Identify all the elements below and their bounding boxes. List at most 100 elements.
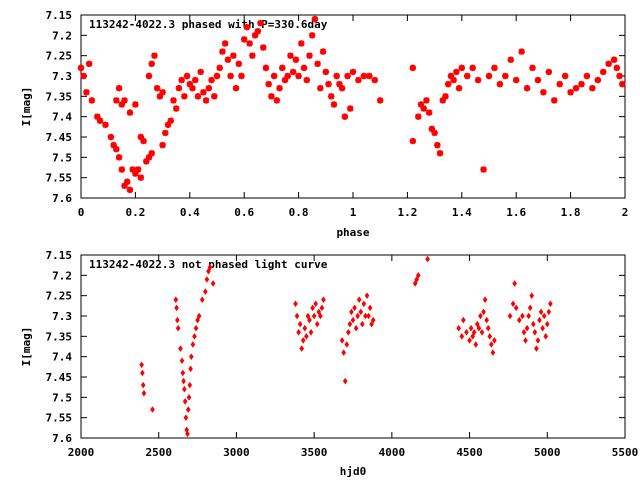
data-point [241,36,248,43]
data-point [534,345,539,352]
data-point [356,296,362,304]
data-point [545,68,553,76]
data-point [143,158,150,165]
data-point [188,365,193,373]
data-point [414,276,420,283]
data-point [162,129,169,137]
data-point [512,280,517,287]
data-point [540,324,545,332]
y-tick-label: 7.2 [52,269,72,282]
data-point [204,276,210,283]
data-point [489,341,494,348]
data-point [447,72,455,80]
data-point [578,80,585,88]
data-point [265,80,272,88]
data-point [199,296,205,304]
data-point [485,324,491,332]
data-point [194,93,202,100]
x-tick-label: 2 [622,206,629,219]
data-point [507,56,514,63]
data-point [270,72,278,80]
data-point [115,154,123,161]
x-tick-label: 1.6 [506,206,526,219]
data-point [181,93,188,100]
data-point [360,320,365,328]
data-point [159,89,166,96]
data-point [369,320,374,328]
data-point [526,312,531,320]
data-point [118,166,125,173]
data-point [260,44,267,51]
data-point [88,97,96,104]
data-point [183,72,191,80]
data-point [523,85,531,92]
data-point [126,186,134,194]
data-point [346,328,351,336]
data-point [319,304,325,312]
data-point [189,353,194,360]
data-point [310,304,315,312]
x-tick-label: 0.8 [289,206,309,219]
data-point [364,292,370,299]
data-point [572,85,580,92]
y-axis-label: I[mag] [20,87,33,127]
data-point [347,105,354,112]
data-point [185,430,190,438]
data-point [520,312,525,320]
data-point [594,76,601,84]
data-point [186,394,192,401]
data-point [492,337,497,344]
y-tick-label: 7.25 [46,290,73,303]
data-point [619,80,626,88]
data-point [507,312,513,320]
data-point [322,68,329,76]
data-point [173,105,180,112]
data-point [173,296,179,304]
data-point [308,328,314,336]
data-point [417,101,425,108]
data-point [412,280,418,287]
y-tick-label: 7.45 [46,131,73,144]
data-point [187,381,193,389]
data-point [80,72,87,80]
data-point [537,316,542,324]
data-point [317,85,324,92]
data-point [121,182,128,189]
x-tick-label: 0 [78,206,85,219]
y-tick-label: 7.6 [52,432,72,445]
data-point [178,345,183,352]
data-point [195,316,200,324]
y-tick-label: 7.3 [52,310,72,323]
data-point [496,80,504,88]
data-point [491,64,498,72]
data-point [200,89,207,96]
data-point [459,333,465,340]
data-point [132,101,139,108]
data-point [300,64,308,72]
data-point [543,333,549,340]
data-point [355,76,362,84]
data-point [307,316,312,324]
x-tick-label: 5000 [534,446,561,459]
x-tick-label: 1.2 [397,206,417,219]
data-point [246,40,253,47]
y-tick-label: 7.15 [46,9,73,22]
data-point [521,328,527,336]
data-point [431,129,438,137]
data-point [367,304,373,312]
data-point [302,324,308,332]
data-point [230,52,237,59]
data-point [137,133,145,141]
x-tick-label: 4500 [456,446,483,459]
data-point [529,292,535,299]
data-point [475,320,480,328]
data-point [140,369,145,377]
data-point [439,97,446,104]
data-point [352,304,357,312]
data-point [159,141,166,149]
data-point [314,320,320,328]
data-point [213,72,221,80]
data-point [207,263,213,271]
y-tick-label: 7.5 [52,391,72,404]
